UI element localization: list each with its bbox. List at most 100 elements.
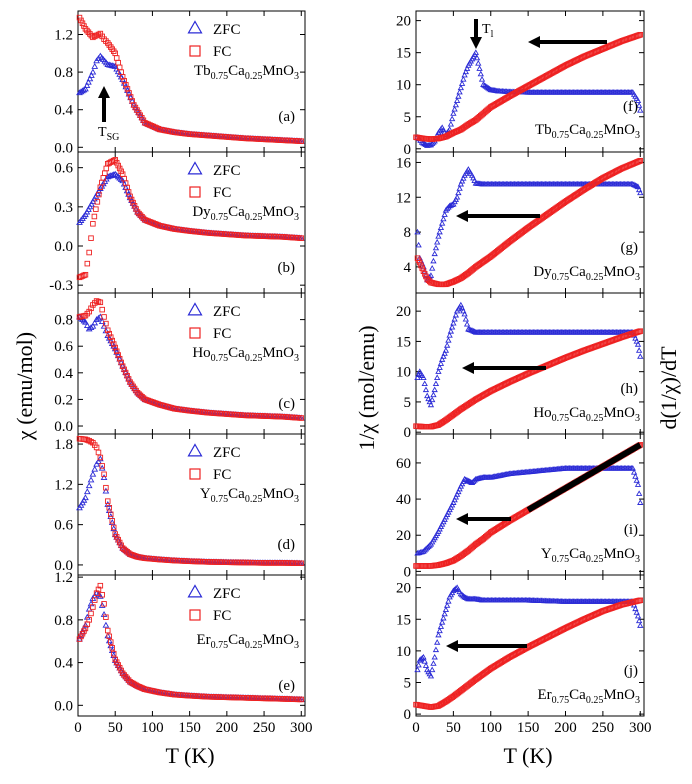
data-point-triangle [463,477,471,483]
data-point-square [130,199,136,206]
data-point-square [107,511,114,518]
y-tick-label: 10 [396,644,411,660]
data-point-triangle [123,187,131,194]
data-point-square [97,299,104,306]
compound-formula: Tb0.75Ca0.25MnO3 [194,63,299,82]
data-point-triangle [438,220,446,226]
data-point-square [115,536,121,543]
data-point-triangle [453,193,461,200]
legend: ZFC FC [187,20,241,60]
legend-zfc-marker [187,302,203,316]
y-tick-label: 20 [396,528,411,544]
data-point-triangle [634,341,642,347]
data-point-square [124,86,131,92]
y-tick-label: 10 [396,365,411,381]
data-point-triangle [458,591,466,598]
data-point-triangle [431,386,438,393]
data-point-triangle [436,627,443,634]
data-point-square [115,662,121,668]
x-tick-label: 150 [178,720,201,736]
data-point-triangle [451,496,458,503]
data-point-triangle [461,593,468,600]
data-point-square [119,74,126,80]
data-point-square [97,454,104,461]
legend-fc-marker [189,186,201,198]
y-tick-label: 0.0 [54,698,73,714]
data-point-square [125,376,132,382]
data-point-triangle [446,332,453,338]
panel-f: 0 5 10 15 20 Tb0.75Ca0.25MnO3 (f) Tl [396,10,645,158]
data-point-triangle [635,490,643,496]
data-point-square [139,214,145,220]
x-tick-label: 300 [629,720,652,736]
data-point-triangle [633,182,640,189]
data-point-triangle [447,120,455,127]
data-point-square [79,273,86,279]
data-point-triangle [443,602,451,608]
legend: ZFC FC [187,161,241,201]
data-point-triangle [465,477,472,484]
panel-label: (c) [278,396,295,412]
compound-formula: Y0.75Ca0.25MnO3 [200,486,299,505]
data-point-square [107,334,114,340]
data-point-triangle [83,82,91,89]
data-point-square [110,650,117,657]
data-point-square [96,191,102,198]
data-point-square [105,498,111,504]
data-point-square [112,656,118,663]
data-point-triangle [470,327,477,334]
legend-zfc-label: ZFC [213,22,241,38]
data-point-triangle [448,115,456,122]
series-fc [76,435,305,566]
data-layer [76,435,305,566]
data-point-square [99,463,105,469]
data-point-square [76,14,83,21]
data-point-square [134,209,141,215]
data-point-triangle [461,475,468,482]
data-point-triangle [420,374,427,380]
data-point-triangle [422,662,430,668]
data-point-square [126,90,132,96]
data-point-square [109,337,115,344]
y-tick-label: 0.0 [54,140,73,156]
legend-zfc-label: ZFC [213,445,241,461]
data-point-square [84,260,91,267]
y-tick-label: 20 [396,581,411,597]
data-point-triangle [455,488,462,495]
data-point-square [90,604,96,610]
data-point-square [121,672,127,678]
data-point-triangle [462,476,470,483]
series-ddt [414,166,644,283]
y-tick-label: 0 [404,142,412,158]
data-point-triangle [460,175,467,181]
data-point-square [109,518,115,524]
y-tick-label: 5 [404,395,412,411]
panel-frame [77,10,306,153]
data-point-triangle [452,493,460,500]
data-point-triangle [429,396,436,403]
data-point-square [88,610,94,617]
data-point-triangle [91,319,99,326]
data-point-triangle [418,139,426,145]
panel-label: (i) [624,522,638,538]
data-point-square [106,633,113,640]
data-layer [413,301,644,430]
data-point-triangle [440,353,447,359]
data-point-square [637,31,644,38]
data-point-square [127,94,134,100]
data-point-square [637,597,644,604]
data-point-square [298,560,305,566]
data-point-triangle [460,307,467,314]
data-point-triangle [451,105,458,112]
data-point-triangle [89,470,97,477]
data-point-triangle [432,380,440,387]
data-point-triangle [440,614,447,621]
data-point-square [118,542,124,549]
data-point-square [133,206,139,212]
panel-j: 0 50 100 150 200 250 300 0 5 10 15 20 Er0.75Ca0.25Mn… [396,574,652,736]
data-point-triangle [632,605,639,612]
y-tick-label: 0.0 [54,558,73,574]
panel-label: (d) [278,537,296,553]
data-point-triangle [466,478,473,484]
data-point-triangle [427,272,435,278]
